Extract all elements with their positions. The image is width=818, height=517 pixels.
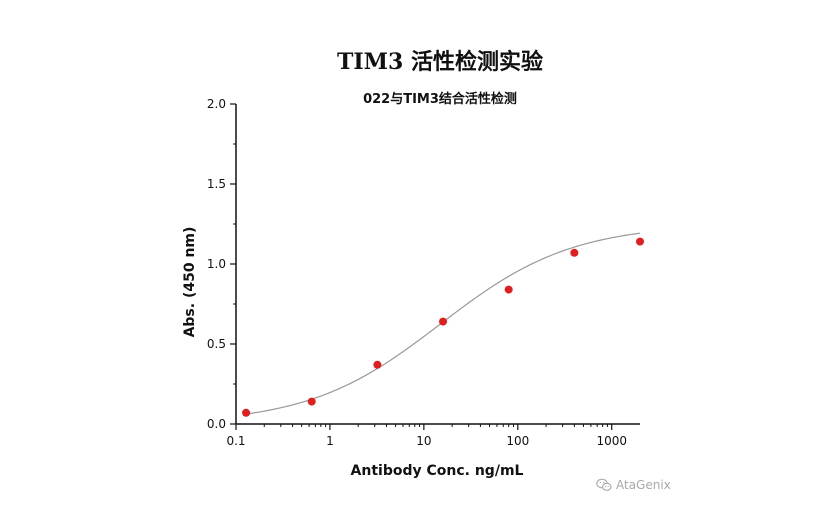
x-tick-label: 100 — [506, 434, 529, 448]
data-point — [504, 285, 513, 294]
y-axis-label: Abs. (450 nm) — [182, 227, 198, 338]
x-tick-label: 1 — [326, 434, 334, 448]
y-tick-label: 0.5 — [207, 337, 226, 351]
data-point — [307, 397, 316, 406]
x-tick-label: 0.1 — [226, 434, 245, 448]
y-tick-label: 0.0 — [207, 417, 226, 431]
x-axis-label: Antibody Conc. ng/mL — [351, 463, 524, 479]
y-axis-ticks: 0.0 0.5 1.0 1.5 2.0 — [207, 97, 236, 431]
x-tick-label: 1000 — [596, 434, 627, 448]
chart-subtitle: 022与TIM3结合活性检测 — [363, 91, 517, 107]
axes — [235, 104, 640, 425]
x-tick-label: 10 — [416, 434, 431, 448]
y-tick-label: 2.0 — [207, 97, 226, 111]
data-point — [439, 317, 448, 326]
data-point — [373, 360, 382, 369]
watermark: AtaGenix — [596, 478, 671, 492]
x-axis-ticks: 0.1 1 10 100 1000 — [226, 424, 627, 448]
data-point — [570, 248, 579, 257]
y-tick-label: 1.0 — [207, 257, 226, 271]
data-point — [636, 237, 644, 246]
data-point — [242, 408, 251, 417]
watermark-text: AtaGenix — [616, 478, 671, 492]
y-tick-label: 1.5 — [207, 177, 226, 191]
data-points-layer — [242, 237, 644, 417]
wechat-icon — [596, 478, 612, 491]
chart-title: TIM3 活性检测实验 — [337, 49, 543, 75]
